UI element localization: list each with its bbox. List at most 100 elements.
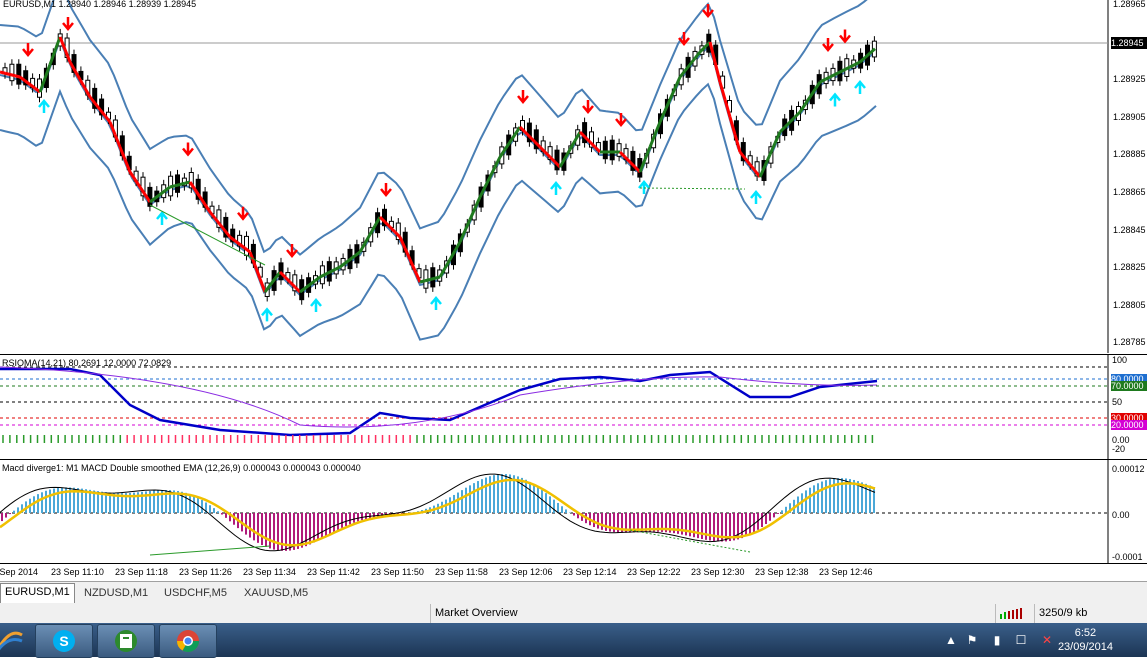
candle-body [609, 139, 615, 161]
time-tick-label: 23 Sep 11:34 [243, 567, 296, 577]
sell-arrow-icon [237, 206, 249, 221]
signal-ma-segment [648, 133, 657, 148]
signal-ma-segment [864, 52, 871, 59]
signal-ma-segment [728, 116, 737, 135]
action-center-flag-icon[interactable]: ⚑ [966, 633, 978, 647]
signal-ma-segment [128, 171, 137, 181]
tab-usdchf-m5[interactable]: USDCHF,M5 [164, 587, 227, 599]
time-tick-label: 23 Sep 12:06 [499, 567, 553, 577]
main-chart-pane[interactable]: EURUSD,M1 1.28940 1.28946 1.28939 1.2894… [0, 0, 1147, 353]
candle-body [188, 171, 194, 189]
time-tick-label: 23 Sep 2014 [0, 567, 39, 577]
metatrader-icon[interactable] [97, 624, 155, 658]
signal-ma-segment [334, 265, 341, 271]
signal-ma-segment [839, 68, 846, 74]
signal-ma-segment [673, 76, 682, 89]
network-icon[interactable]: ☐ [1015, 633, 1027, 647]
price-tick-label: 1.28905 [1113, 111, 1146, 122]
signal-ma-segment [543, 150, 552, 159]
buy-arrow-icon [261, 307, 273, 322]
rsi-tick-label: 80.0000 [1111, 374, 1147, 384]
signal-ma-segment [533, 140, 542, 149]
signal-ma-segment [859, 56, 866, 64]
macd-pane[interactable]: Macd diverge1: M1 MACD Double smoothed E… [0, 459, 1147, 564]
rsi-tick-label: 20.0000 [1111, 420, 1147, 430]
signal-ma-segment [623, 155, 632, 164]
rsi-pane[interactable]: RSIOMA(14,21) 80.2691 12.0000 72.0829 10… [0, 354, 1147, 459]
signal-ma-segment [849, 63, 856, 69]
signal-ma-segment [283, 275, 292, 284]
explorer-icon[interactable] [0, 624, 28, 656]
macd-svg [0, 460, 1109, 564]
volume-muted-icon[interactable]: ✕ [1041, 633, 1053, 647]
tab-eurusd-m1[interactable]: EURUSD,M1 [0, 583, 75, 603]
signal-ma-segment [14, 74, 21, 79]
price-tick-label: 1.28805 [1113, 299, 1146, 310]
price-tick-label: 1.28965 [1113, 0, 1146, 9]
signal-ma-segment [349, 254, 356, 261]
taskbar-clock[interactable]: 6:52 23/09/2014 [1058, 626, 1113, 654]
traffic-label: 3250/9 kb [1034, 604, 1147, 623]
status-bar: Market Overview 3250/9 kb [0, 604, 1147, 623]
signal-ma-segment [583, 135, 592, 144]
sell-arrow-icon [62, 17, 74, 31]
signal-ma-segment [143, 193, 152, 203]
svg-text:S: S [59, 633, 68, 649]
signal-ma-segment [548, 155, 557, 164]
signal-ma-segment [503, 141, 512, 151]
signal-ma-segment [463, 218, 472, 232]
signal-ma-segment [24, 79, 31, 86]
sell-arrow-icon [839, 29, 851, 44]
buy-arrow-icon [829, 92, 841, 107]
candle-body [16, 63, 22, 85]
macd-divergence-line [629, 529, 751, 553]
signal-ma-segment [88, 96, 97, 105]
signal-ma-segment [304, 283, 311, 290]
chrome-icon[interactable] [159, 624, 217, 658]
signal-ma-segment [813, 81, 822, 91]
skype-icon[interactable]: S [35, 624, 93, 658]
signal-ma-segment [713, 61, 722, 83]
signal-ma-segment [478, 186, 487, 198]
signal-ma-segment [263, 284, 272, 293]
signal-ma-segment [618, 150, 627, 159]
candle-body [147, 186, 153, 207]
signal-ma-segment [488, 166, 497, 178]
signal-ma-segment [698, 45, 707, 54]
battery-icon[interactable]: ▮ [993, 633, 1001, 647]
tab-nzdusd-m1[interactable]: NZDUSD,M1 [84, 587, 149, 599]
signal-ma-segment [363, 233, 372, 244]
signal-ma-segment [518, 125, 527, 134]
time-tick-label: 23 Sep 12:38 [755, 567, 809, 577]
rsi-tick-label: 70.0000 [1111, 381, 1147, 391]
sell-arrow-icon [517, 90, 529, 104]
buy-arrow-icon [310, 298, 322, 312]
sell-arrow-icon [22, 43, 34, 57]
signal-ma-segment [288, 280, 297, 289]
signal-ma-segment [413, 270, 422, 283]
signal-ma-segment [578, 130, 587, 139]
buy-arrow-icon [156, 211, 168, 225]
signal-ma-segment [268, 277, 277, 287]
time-tick-label: 23 Sep 12:46 [819, 567, 873, 577]
show-hidden-icons-icon[interactable]: ▲ [945, 633, 957, 647]
signal-ma-segment [93, 102, 102, 111]
sell-arrow-icon [182, 142, 194, 157]
rsi-signal-line [0, 366, 878, 428]
signal-ma-segment [788, 115, 797, 124]
signal-ma-segment [123, 158, 132, 173]
signal-ma-segment [278, 270, 287, 279]
sell-arrow-icon [615, 113, 627, 127]
signal-ma-segment [149, 197, 156, 204]
market-overview-label[interactable]: Market Overview [430, 604, 635, 623]
divergence-line [149, 204, 266, 266]
signal-ma-segment [218, 223, 227, 232]
signal-ma-segment [48, 50, 57, 66]
signal-ma-segment [293, 285, 302, 294]
tab-xauusd-m5[interactable]: XAUUSD,M5 [244, 587, 309, 599]
signal-ma-segment [198, 196, 207, 206]
signal-ma-segment [19, 75, 26, 82]
signal-ma-segment [378, 215, 387, 224]
signal-ma-segment [138, 186, 147, 196]
signal-ma-segment [638, 158, 647, 173]
